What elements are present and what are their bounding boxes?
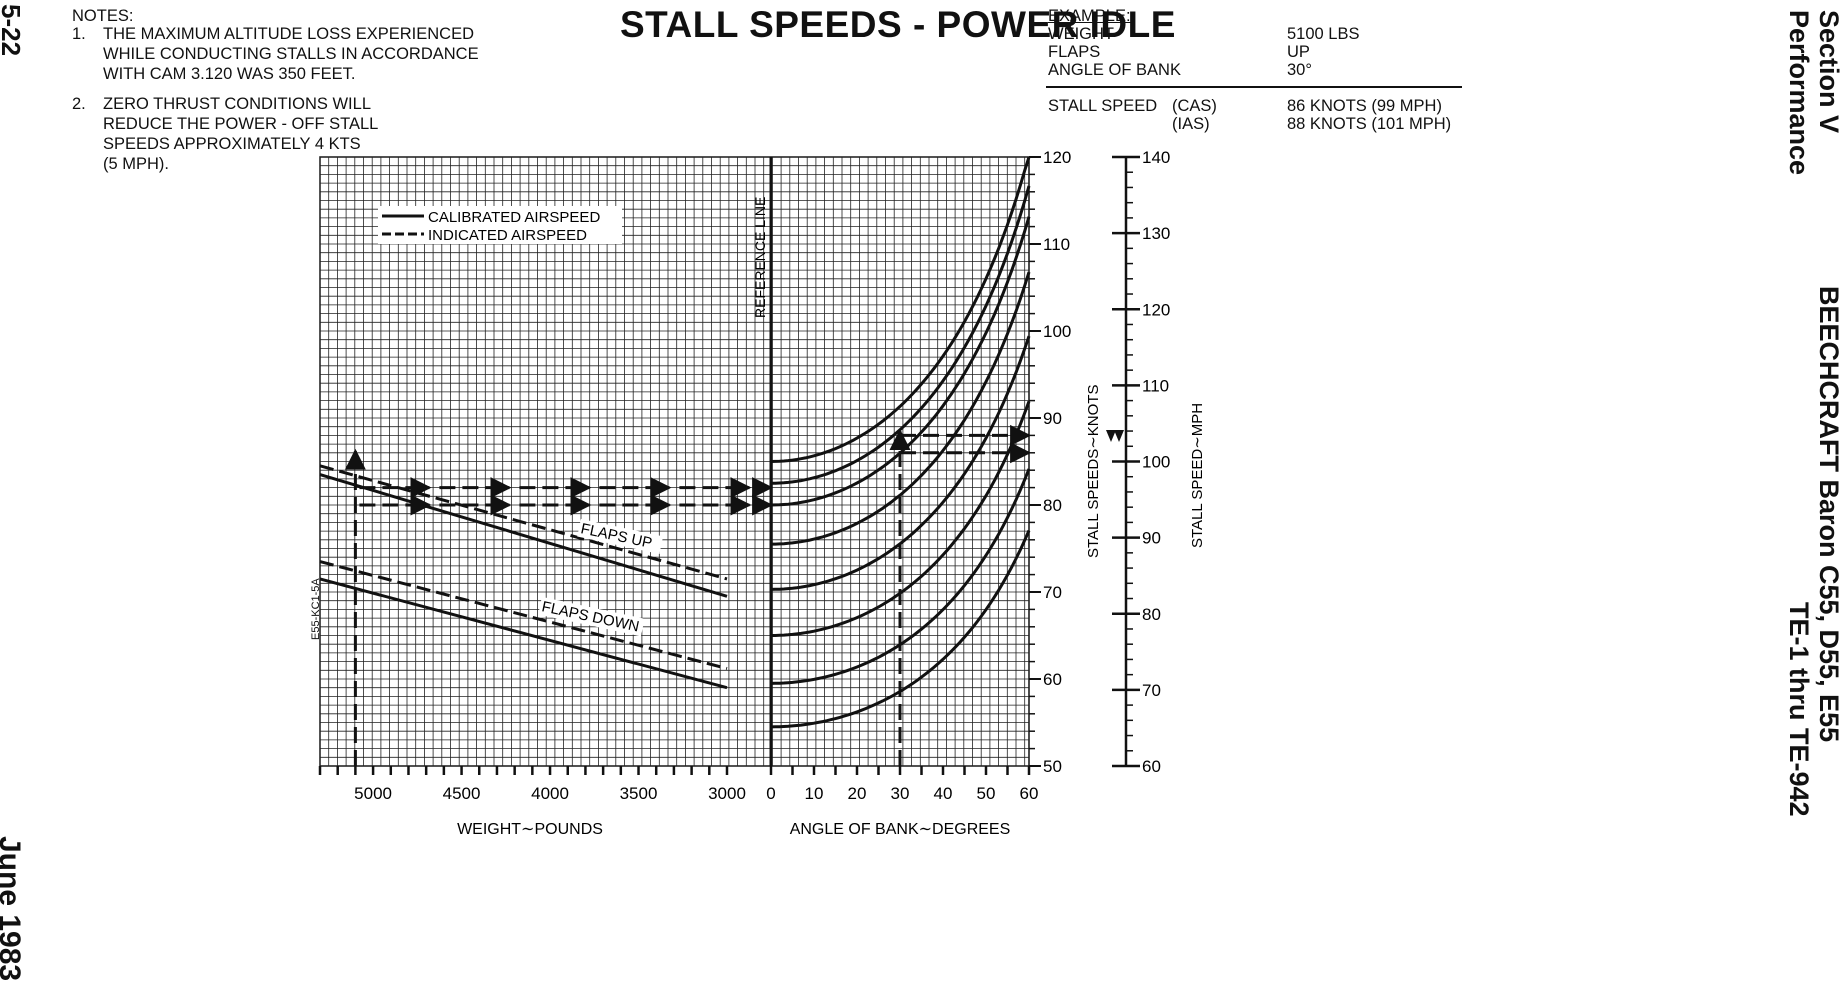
knots-tick-label-60: 60: [1043, 670, 1062, 689]
weight-line-2: [319, 473, 728, 598]
weight-line-3: [319, 560, 728, 671]
example-stall-label: STALL SPEED: [1048, 97, 1158, 115]
weight-line-1: [319, 464, 728, 581]
mph-tick-label-60: 60: [1142, 757, 1161, 776]
example-bank-label: ANGLE OF BANK: [1048, 61, 1181, 79]
knots-tick-label-80: 80: [1043, 496, 1062, 515]
legend-label-1: CALIBRATED AIRSPEED: [428, 209, 600, 226]
knots-tick-label-50: 50: [1043, 757, 1062, 776]
weight-tick-label-4500: 4500: [443, 784, 481, 803]
example-divider: [1046, 86, 1462, 88]
weight-tick-label-3500: 3500: [620, 784, 658, 803]
bank-tick-label-0: 0: [766, 784, 775, 803]
example-heading: EXAMPLE:: [1048, 7, 1131, 25]
mph-tick-label-100: 100: [1142, 453, 1170, 472]
bank-tick-label-30: 30: [891, 784, 910, 803]
example-weight-value: 5100 LBS: [1287, 25, 1360, 43]
note-2-number: 2.: [72, 95, 86, 113]
example-weight-label: WEIGHT: [1048, 25, 1114, 43]
example-cas-label: (CAS): [1172, 97, 1217, 115]
bank-curve-8: [770, 156, 1031, 463]
knots-tick-label-120: 120: [1043, 148, 1071, 167]
knots-tick-label-90: 90: [1043, 409, 1062, 428]
mph-tick-label-140: 140: [1142, 148, 1170, 167]
bank-tick-label-60: 60: [1020, 784, 1039, 803]
bank-tick-label-10: 10: [805, 784, 824, 803]
legend-label-2: INDICATED AIRSPEED: [428, 227, 587, 244]
example-flaps-label: FLAPS: [1048, 43, 1101, 61]
note-1-line-1: THE MAXIMUM ALTITUDE LOSS EXPERIENCED: [103, 25, 475, 43]
weight-tick-label-3000: 3000: [708, 784, 746, 803]
result-pointer-icon: [1106, 430, 1124, 442]
note-2-line-1: ZERO THRUST CONDITIONS WILL: [103, 95, 371, 113]
note-2-line-2: REDUCE THE POWER - OFF STALL: [103, 115, 379, 133]
knots-axis-label: STALL SPEEDS∼KNOTS: [1085, 385, 1102, 558]
example-cas-value: 86 KNOTS (99 MPH): [1287, 97, 1442, 115]
note-2-line-4: (5 MPH).: [103, 155, 169, 173]
bank-axis-label: ANGLE OF BANK∼DEGREES: [790, 821, 1011, 838]
note-1-line-2: WHILE CONDUCTING STALLS IN ACCORDANCE: [103, 45, 479, 63]
note-1-number: 1.: [72, 25, 86, 43]
example-flaps-value: UP: [1287, 43, 1310, 61]
example-ias-label: (IAS): [1172, 115, 1210, 133]
example-bank-value: 30°: [1287, 61, 1312, 79]
knots-tick-label-70: 70: [1043, 583, 1062, 602]
note-1-line-3: WITH CAM 3.120 WAS 350 FEET.: [103, 65, 356, 83]
bank-tick-label-40: 40: [934, 784, 953, 803]
mph-tick-label-130: 130: [1142, 224, 1170, 243]
weight-line-4: [319, 577, 728, 690]
mph-tick-label-90: 90: [1142, 529, 1161, 548]
mph-tick-label-120: 120: [1142, 300, 1170, 319]
grid-lines: [319, 156, 1029, 767]
note-2-line-3: SPEEDS APPROXIMATELY 4 KTS: [103, 135, 361, 153]
weight-tick-label-5000: 5000: [354, 784, 392, 803]
notes-heading: NOTES:: [72, 7, 134, 25]
reference-line-label: REFERENCE LINE: [752, 197, 768, 318]
weight-tick-label-4000: 4000: [531, 784, 569, 803]
weight-axis-label: WEIGHT∼POUNDS: [457, 821, 603, 838]
page-title: STALL SPEEDS - POWER IDLE: [620, 4, 1176, 45]
knots-tick-label-110: 110: [1043, 235, 1070, 254]
figure-id: E55-KC1-5A: [310, 578, 322, 640]
mph-tick-label-110: 110: [1142, 376, 1169, 395]
bank-curve-5: [771, 271, 1031, 546]
example-ias-value: 88 KNOTS (101 MPH): [1287, 115, 1452, 133]
mph-tick-label-70: 70: [1142, 681, 1161, 700]
knots-tick-label-100: 100: [1043, 322, 1071, 341]
mph-axis-label: STALL SPEED∼MPH: [1189, 403, 1206, 548]
bank-tick-label-50: 50: [977, 784, 996, 803]
bank-tick-label-20: 20: [848, 784, 867, 803]
mph-tick-label-80: 80: [1142, 605, 1161, 624]
